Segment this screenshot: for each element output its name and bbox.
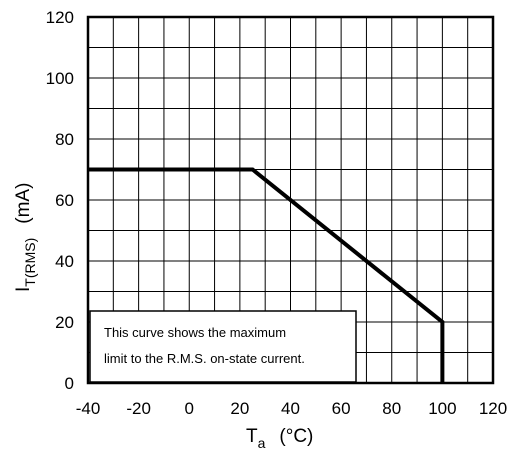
y-axis-label-main: I	[13, 287, 34, 292]
y-axis-label-unit: (mA)	[13, 183, 34, 224]
x-tick-label: -40	[76, 399, 101, 418]
x-tick-label: 120	[479, 399, 507, 418]
annotation-box: This curve shows the maximum limit to th…	[89, 310, 357, 383]
y-axis-label: IT(RMS) (mA)	[13, 183, 38, 292]
y-tick-label: 100	[46, 69, 74, 88]
x-tick-label: -20	[126, 399, 151, 418]
y-axis-tick-labels: 0 20 40 60 80 100 120	[46, 8, 74, 393]
y-tick-label: 60	[55, 191, 74, 210]
plot-frame	[86, 15, 495, 385]
x-tick-label: 100	[428, 399, 456, 418]
series-line-0	[88, 167, 445, 383]
y-tick-label: 20	[55, 313, 74, 332]
x-tick-label: 80	[382, 399, 401, 418]
x-tick-label: 20	[230, 399, 249, 418]
series-layer	[88, 167, 445, 383]
y-axis-label-sub: T(RMS)	[22, 238, 38, 287]
y-tick-label: 0	[65, 374, 74, 393]
x-axis-label: Ta (°C)	[246, 426, 313, 451]
y-tick-label: 120	[46, 8, 74, 27]
x-tick-label: 60	[332, 399, 351, 418]
annotation-line-1: This curve shows the maximum	[104, 325, 286, 340]
x-tick-label: 40	[281, 399, 300, 418]
annotation-box-frame	[89, 310, 357, 383]
x-axis-label-main: T	[246, 426, 258, 447]
x-axis-tick-labels: -40 -20 0 20 40 60 80 100 120	[76, 399, 507, 418]
x-axis-label-sub: a	[258, 435, 266, 451]
annotation-line-2: limit to the R.M.S. on-state current.	[104, 351, 305, 366]
x-axis-label-unit: (°C)	[279, 426, 313, 447]
y-tick-label: 40	[55, 252, 74, 271]
x-tick-label: 0	[185, 399, 194, 418]
y-tick-label: 80	[55, 130, 74, 149]
